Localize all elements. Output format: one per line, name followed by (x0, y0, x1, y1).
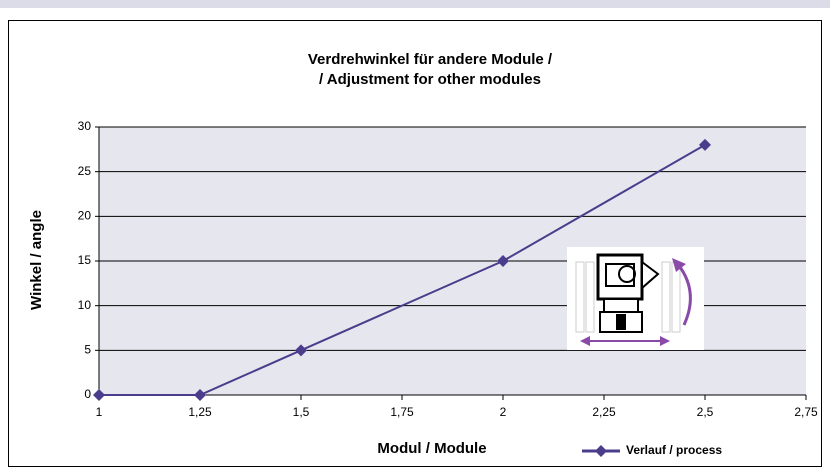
y-tick-label: 10 (78, 298, 92, 312)
y-tick-label: 25 (78, 164, 92, 178)
x-tick-label: 2,25 (592, 405, 616, 419)
module-icon (567, 247, 704, 350)
x-tick-label: 2,75 (794, 405, 818, 419)
x-tick-label: 2,5 (697, 405, 714, 419)
y-tick-label: 15 (78, 253, 92, 267)
chart-title: Verdrehwinkel für andere Module / (308, 51, 553, 68)
x-tick-label: 2 (500, 405, 507, 419)
x-tick-label: 1,25 (188, 405, 212, 419)
y-tick-label: 20 (78, 209, 92, 223)
x-tick-label: 1,75 (390, 405, 414, 419)
x-tick-label: 1 (96, 405, 103, 419)
x-axis-label: Modul / Module (377, 440, 486, 457)
top-band (0, 0, 830, 8)
chart-title: / Adjustment for other modules (319, 71, 541, 88)
page: Verdrehwinkel für andere Module / / Adju… (0, 0, 830, 467)
y-axis-label: Winkel / angle (28, 210, 45, 310)
y-tick-label: 5 (84, 343, 91, 357)
chart: Verdrehwinkel für andere Module / / Adju… (0, 0, 830, 467)
y-tick-label: 0 (84, 387, 91, 401)
y-tick-label: 30 (78, 119, 92, 133)
x-tick-label: 1,5 (293, 405, 310, 419)
legend-label: Verlauf / process (626, 443, 722, 457)
